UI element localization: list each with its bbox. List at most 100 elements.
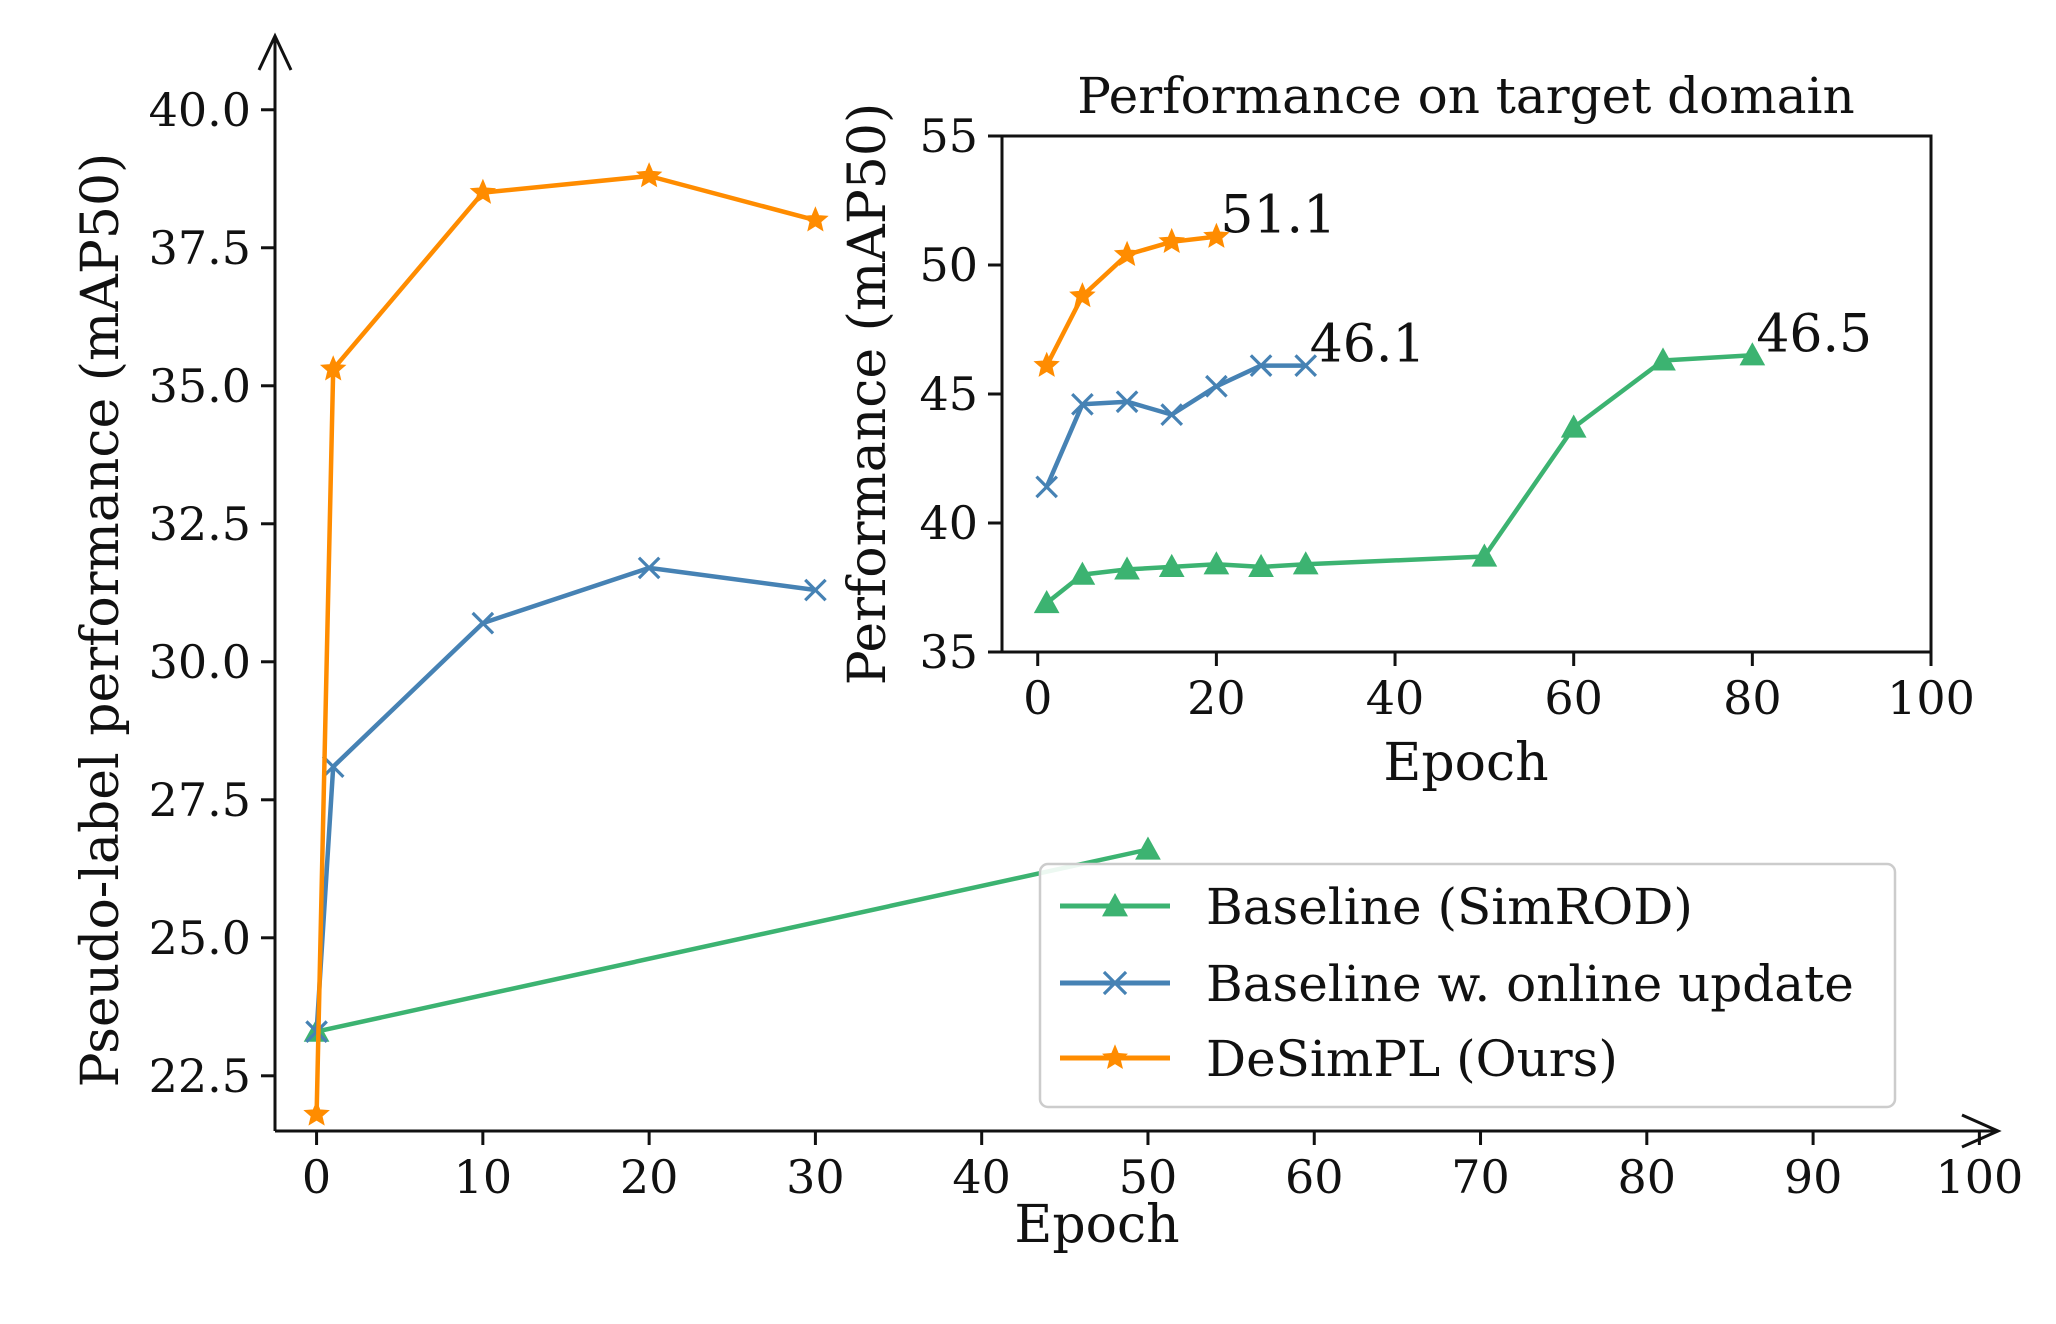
main-line-online [314,565,816,1032]
inset-point-desimpl [1113,240,1141,266]
inset-point-desimpl [1033,351,1060,377]
inset-x-tick-label: 40 [1366,671,1425,725]
inset-point-baseline [1292,551,1319,575]
inset-point-baseline [1069,561,1096,585]
main-chart: 0 10 20 30 40 50 60 70 80 90 100 22.5 25.0 27.5 30.0 3… [71,32,2023,1255]
inset-x-tick-label: 80 [1723,671,1782,725]
inset-point-baseline [1560,414,1587,438]
main-y-tick-label: 37.5 [149,221,251,275]
main-x-axis-label: Epoch [1014,1195,1179,1255]
inset-point-desimpl [1069,282,1096,308]
legend-label-online: Baseline w. online update [1206,955,1854,1013]
main-series-baseline [303,836,1161,1042]
main-x-tick-label: 60 [1285,1150,1344,1204]
main-point-online [637,556,661,580]
inset-annotation-desimpl: 51.1 [1220,186,1336,246]
inset-y-ticks: 35 40 45 50 55 [919,109,1002,679]
inset-point-online [1071,392,1094,416]
inset-point-baseline [1248,553,1274,577]
main-y-tick-label: 25.0 [149,911,251,965]
main-point-desimpl [303,1100,330,1126]
inset-point-online [1294,354,1318,377]
main-line-desimpl [314,173,816,1115]
main-x-tick-label: 50 [1119,1150,1178,1204]
main-y-tick-label: 30.0 [149,635,251,689]
inset-annotation-online: 46.1 [1310,315,1426,375]
inset-point-baseline [1650,347,1676,371]
main-x-ticks: 0 10 20 30 40 50 60 70 80 90 100 [302,1131,2023,1204]
inset-annotations: 51.1 46.1 46.5 [1220,186,1872,375]
legend-entry-desimpl: DeSimPL (Ours) [1060,1030,1618,1088]
inset-point-baseline [1158,553,1185,577]
inset-x-tick-label: 20 [1187,671,1246,725]
legend-entry-online: Baseline w. online update [1060,955,1854,1013]
inset-chart: 0 20 40 60 80 100 35 40 45 50 55 51.1 46.1 46.5 Per… [838,67,1975,793]
main-x-tick-label: 40 [952,1150,1011,1204]
main-series-online [305,556,827,1043]
inset-point-online [1115,390,1139,414]
inset-point-online [1160,403,1184,426]
inset-y-tick-label: 50 [919,238,978,292]
inset-x-ticks: 0 20 40 60 80 100 [1023,652,1975,725]
main-point-desimpl [635,162,663,188]
main-point-desimpl [469,178,497,204]
inset-point-baseline [1471,543,1498,567]
main-x-tick-label: 90 [1784,1150,1843,1204]
main-x-tick-label: 80 [1618,1150,1677,1204]
inset-point-online [1035,475,1058,499]
main-series-group [303,162,1161,1126]
inset-series-baseline [1033,342,1766,614]
main-series-desimpl [303,162,829,1126]
main-y-axis-arrow [257,32,293,71]
inset-y-tick-label: 40 [919,496,978,550]
inset-y-tick-label: 35 [919,625,978,679]
inset-point-online [1249,354,1273,377]
inset-y-axis-label: Performance (mAP50) [838,103,898,686]
legend: Baseline (SimROD) Baseline w. online upd… [1038,862,1897,1109]
inset-x-axis-label: Epoch [1383,733,1548,793]
main-point-desimpl [802,206,829,232]
legend-triangle-icon [1102,893,1128,917]
inset-point-desimpl [1158,227,1185,254]
main-x-tick-label: 0 [302,1150,331,1204]
main-point-desimpl [319,355,347,381]
inset-plot-area [1000,134,1933,654]
inset-annotation-baseline: 46.5 [1756,304,1872,364]
inset-x-tick-label: 60 [1544,671,1603,725]
main-y-tick-label: 27.5 [149,773,251,827]
inset-point-baseline [1114,556,1140,580]
inset-series-online [1035,354,1318,499]
legend-entry-baseline: Baseline (SimROD) [1060,878,1693,936]
main-x-tick-label: 30 [786,1150,845,1204]
inset-series-group [1033,222,1766,614]
inset-x-tick-label: 100 [1887,671,1975,725]
inset-x-tick-label: 0 [1023,671,1052,725]
main-y-ticks: 22.5 25.0 27.5 30.0 32.5 35.0 37.5 40.0 [149,83,275,1103]
inset-point-baseline [1739,342,1766,366]
legend-star-icon [1102,1044,1128,1069]
main-y-axis-label: Pseudo-label performance (mAP50) [71,153,131,1088]
inset-title: Performance on target domain [1077,67,1854,125]
inset-point-baseline [1033,589,1060,614]
main-x-axis-arrow [1961,1113,2002,1149]
main-x-tick-label: 20 [620,1150,679,1204]
main-y-tick-label: 32.5 [149,497,251,551]
inset-point-baseline [1203,551,1230,575]
inset-series-desimpl [1033,222,1230,377]
legend-label-desimpl: DeSimPL (Ours) [1206,1030,1618,1088]
inset-point-desimpl [1203,222,1230,248]
main-y-tick-label: 35.0 [149,359,251,413]
main-x-tick-label: 70 [1451,1150,1510,1204]
main-y-tick-label: 40.0 [149,83,251,137]
legend-label-baseline: Baseline (SimROD) [1206,878,1693,936]
main-y-tick-label: 22.5 [149,1049,251,1103]
main-point-online [471,611,495,635]
inset-point-online [1205,374,1228,398]
main-x-tick-label: 100 [1935,1150,2023,1204]
main-point-online [804,578,827,602]
inset-y-tick-label: 45 [919,367,978,421]
main-x-tick-label: 10 [454,1150,513,1204]
main-line-baseline [316,847,1149,1034]
main-point-baseline [1135,836,1161,860]
